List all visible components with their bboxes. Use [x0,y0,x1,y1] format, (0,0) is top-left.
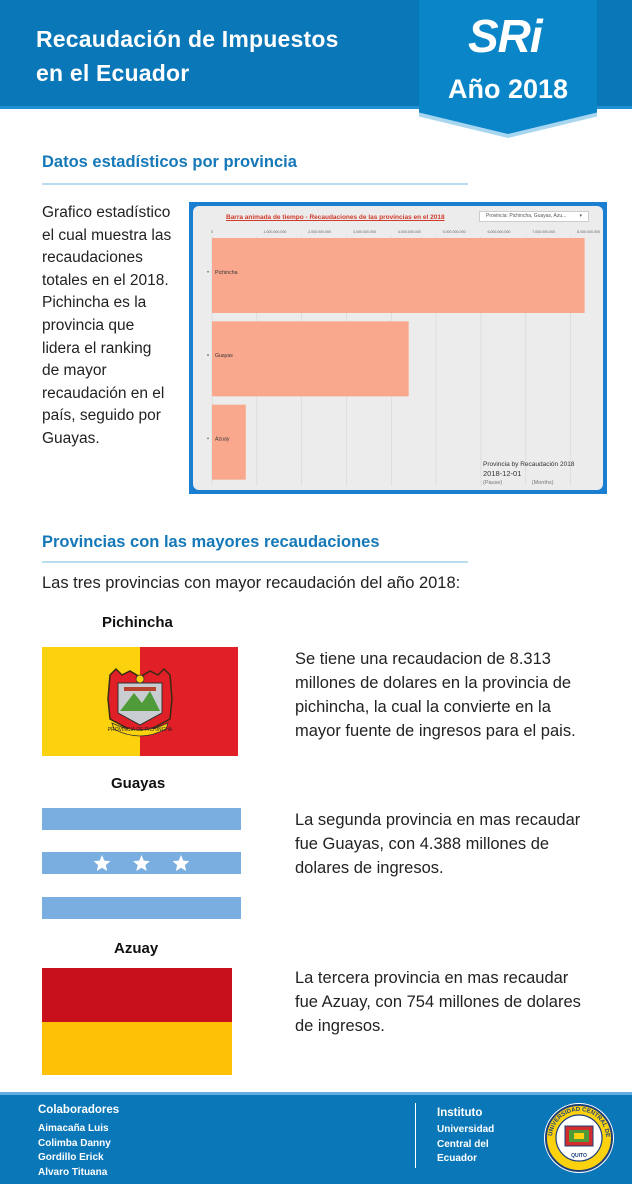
institute-title: Instituto [437,1107,483,1119]
x-tick-label: 6.000.000.000 [487,230,510,234]
category-label: Guayas [215,353,233,359]
sri-logo: SRi [468,10,543,62]
year-badge [419,0,597,134]
category-label: Pichincha [215,270,238,276]
x-tick-label: 5.000.000.000 [443,230,466,234]
azuay-flag-yellow-field [42,1022,232,1075]
x-tick-label: 2.000.000.000 [308,230,331,234]
category-marker [207,270,209,273]
guayas-description: La segunda provincia en mas recaudar fue… [295,811,581,877]
chart-legend-caption: Provincia by Recaudación 2018 [483,461,575,468]
page-title-line1: Recaudación de Impuestos [36,26,339,52]
university-seal-icon: UNIVERSIDAD CENTRAL DEL ECUADOR QUITO [543,1102,614,1173]
footer-bar [0,1092,632,1184]
collaborators-list: Aimacaña Luis Colimba Danny Gordillo Eri… [38,1122,111,1180]
guayas-flag-stripe-top [42,808,241,830]
province-filter-dropdown[interactable]: Provincia: Pichincha, Guayas, Azu... ▾ [479,211,589,222]
seal-city: QUITO [571,1153,587,1159]
x-tick-label: 0 [211,230,213,234]
x-tick-label: 4.000.000.000 [398,230,421,234]
chart-legend: Provincia by Recaudación 2018 2018-12-01 [483,460,574,478]
collaborator-item: Gordillo Erick [38,1152,104,1163]
chart-title: Barra animada de tiempo - Recaudaciones … [226,214,445,221]
institute-line: Ecuador [437,1153,478,1164]
x-tick-label: 3.000.000.000 [353,230,376,234]
stats-description-p1: Grafico estadístico el cual muestra las … [42,204,172,289]
header-underline [0,106,632,109]
pichincha-emblem-label: PROVINCIA DE PICHINCHA [108,727,173,733]
collaborators-title: Colaboradores [38,1104,120,1116]
azuay-flag-red-field [42,968,232,1022]
footer-divider [415,1103,416,1168]
category-marker [207,437,209,440]
x-tick-label: 1.000.000.000 [263,230,286,234]
azuay-flag-image [42,968,232,1075]
stats-description: Grafico estadístico el cual muestra las … [42,202,172,451]
year-label: Año 2018 [447,74,569,104]
footer-top-line [0,1092,632,1095]
province-name-guayas: Guayas [111,775,166,792]
pichincha-description: Se tiene una recaudacion de 8.313 millon… [295,650,576,740]
institute-name: Universidad Central del Ecuador [437,1123,494,1167]
bar-azuay[interactable] [212,404,246,480]
chart-panel: 0 1.000.000.000 2.000.000.000 3.000.000.000… [193,206,603,490]
institute-line: Universidad [437,1124,495,1135]
bar-guayas[interactable] [212,321,409,397]
province-name-pichincha: Pichincha [102,614,173,631]
page-title: Recaudación de Impuestos en el Ecuador [36,22,396,90]
province-name-azuay: Azuay [114,940,159,957]
section-rule-stats [42,183,468,185]
institute-line: Central del [437,1138,489,1150]
guayas-flag-image [42,808,241,919]
collaborator-item: Aimacaña Luis [38,1123,109,1134]
x-tick-label: 7.000.000.000 [532,230,555,234]
section-rule-top-provinces [42,561,468,563]
top-provinces-intro: Las tres provincias con mayor recaudació… [42,574,461,592]
x-tick-label: 8.000.000.000 [577,230,600,234]
bar-pichincha[interactable] [212,238,585,313]
collaborator-item: Colimba Danny [38,1137,111,1149]
guayas-flag-stripe-bottom [42,897,241,919]
section-title-top-provinces: Provincias con las mayores recaudaciones [42,533,380,551]
chart-legend-date: 2018-12-01 [483,469,522,478]
pause-button[interactable]: (Pause) [483,480,503,486]
azuay-description: La tercera provincia en mas recaudar fue… [295,969,581,1035]
category-label: Azuay [215,436,230,442]
chevron-down-icon: ▾ [579,213,582,219]
page-title-line2: en el Ecuador [36,60,190,86]
pichincha-flag-image: PROVINCIA DE PICHINCHA [42,647,238,756]
collaborator-item: Alvaro Tituana [38,1166,108,1178]
guayas-stars-icon [93,855,190,871]
section-title-stats: Datos estadísticos por provincia [42,153,297,171]
pichincha-coat-of-arms-icon: PROVINCIA DE PICHINCHA [107,667,173,737]
bar-chart: 0 1.000.000.000 2.000.000.000 3.000.000.000… [207,230,600,486]
chart-frame: 0 1.000.000.000 2.000.000.000 3.000.000.000… [189,202,607,494]
stats-description-p2: Pichincha es la provincia que lidera el … [42,294,165,447]
category-marker [207,354,209,356]
province-filter-label: Provincia: Pichincha, Guayas, Azu... [486,213,567,219]
animation-controls: (Pause) (Months) [483,480,582,486]
months-unit-label: (Months) [531,480,554,486]
